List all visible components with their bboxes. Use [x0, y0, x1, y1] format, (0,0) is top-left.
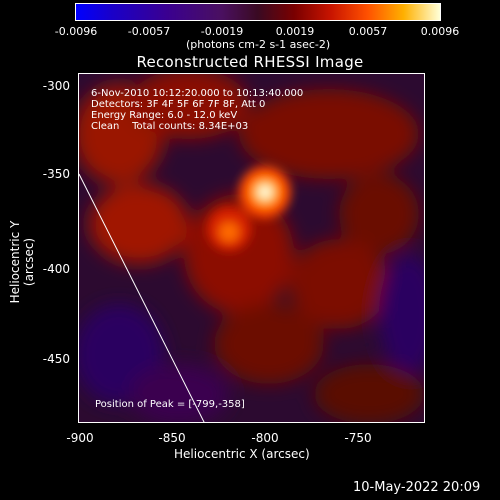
- info-clean: Clean Total counts: 8.34E+03: [91, 121, 249, 132]
- colorbar-tick: 0.0057: [348, 25, 388, 38]
- y-tick: -400: [42, 262, 70, 276]
- emission-sources: [207, 166, 291, 251]
- solar-limb-line: [79, 173, 205, 422]
- timestamp: 10-May-2022 20:09: [353, 480, 481, 495]
- y-tick: -350: [42, 167, 70, 181]
- x-tick: -750: [344, 431, 372, 445]
- rhessi-image: 6-Nov-2010 10:12:20.000 to 10:13:40.000 …: [78, 73, 425, 423]
- y-tick: -450: [42, 352, 70, 366]
- colorbar: [75, 3, 441, 21]
- x-axis-label: Heliocentric X (arcsec): [174, 447, 310, 461]
- y-tick: -300: [42, 79, 70, 93]
- image-map: [79, 74, 424, 422]
- colorbar-tick: 0.0019: [275, 25, 315, 38]
- colorbar-tick: -0.0019: [200, 25, 244, 38]
- x-tick: -800: [251, 431, 279, 445]
- colorbar-units: (photons cm-2 s-1 asec-2): [186, 38, 331, 51]
- x-tick: -900: [66, 431, 94, 445]
- info-detectors: Detectors: 3F 4F 5F 6F 7F 8F, Att 0: [91, 99, 266, 110]
- emission-background: [79, 74, 424, 422]
- info-time: 6-Nov-2010 10:12:20.000 to 10:13:40.000: [91, 88, 304, 99]
- x-tick: -850: [158, 431, 186, 445]
- y-axis-label: Heliocentric Y (arcsec): [8, 220, 36, 304]
- colorbar-tick: -0.0096: [54, 25, 98, 38]
- info-energy: Energy Range: 6.0 - 12.0 keV: [91, 110, 238, 121]
- plot-title: Reconstructed RHESSI Image: [136, 53, 364, 71]
- peak-position: Position of Peak = [-799,-358]: [95, 399, 245, 410]
- colorbar-tick: -0.0057: [127, 25, 171, 38]
- colorbar-tick: 0.0096: [420, 25, 460, 38]
